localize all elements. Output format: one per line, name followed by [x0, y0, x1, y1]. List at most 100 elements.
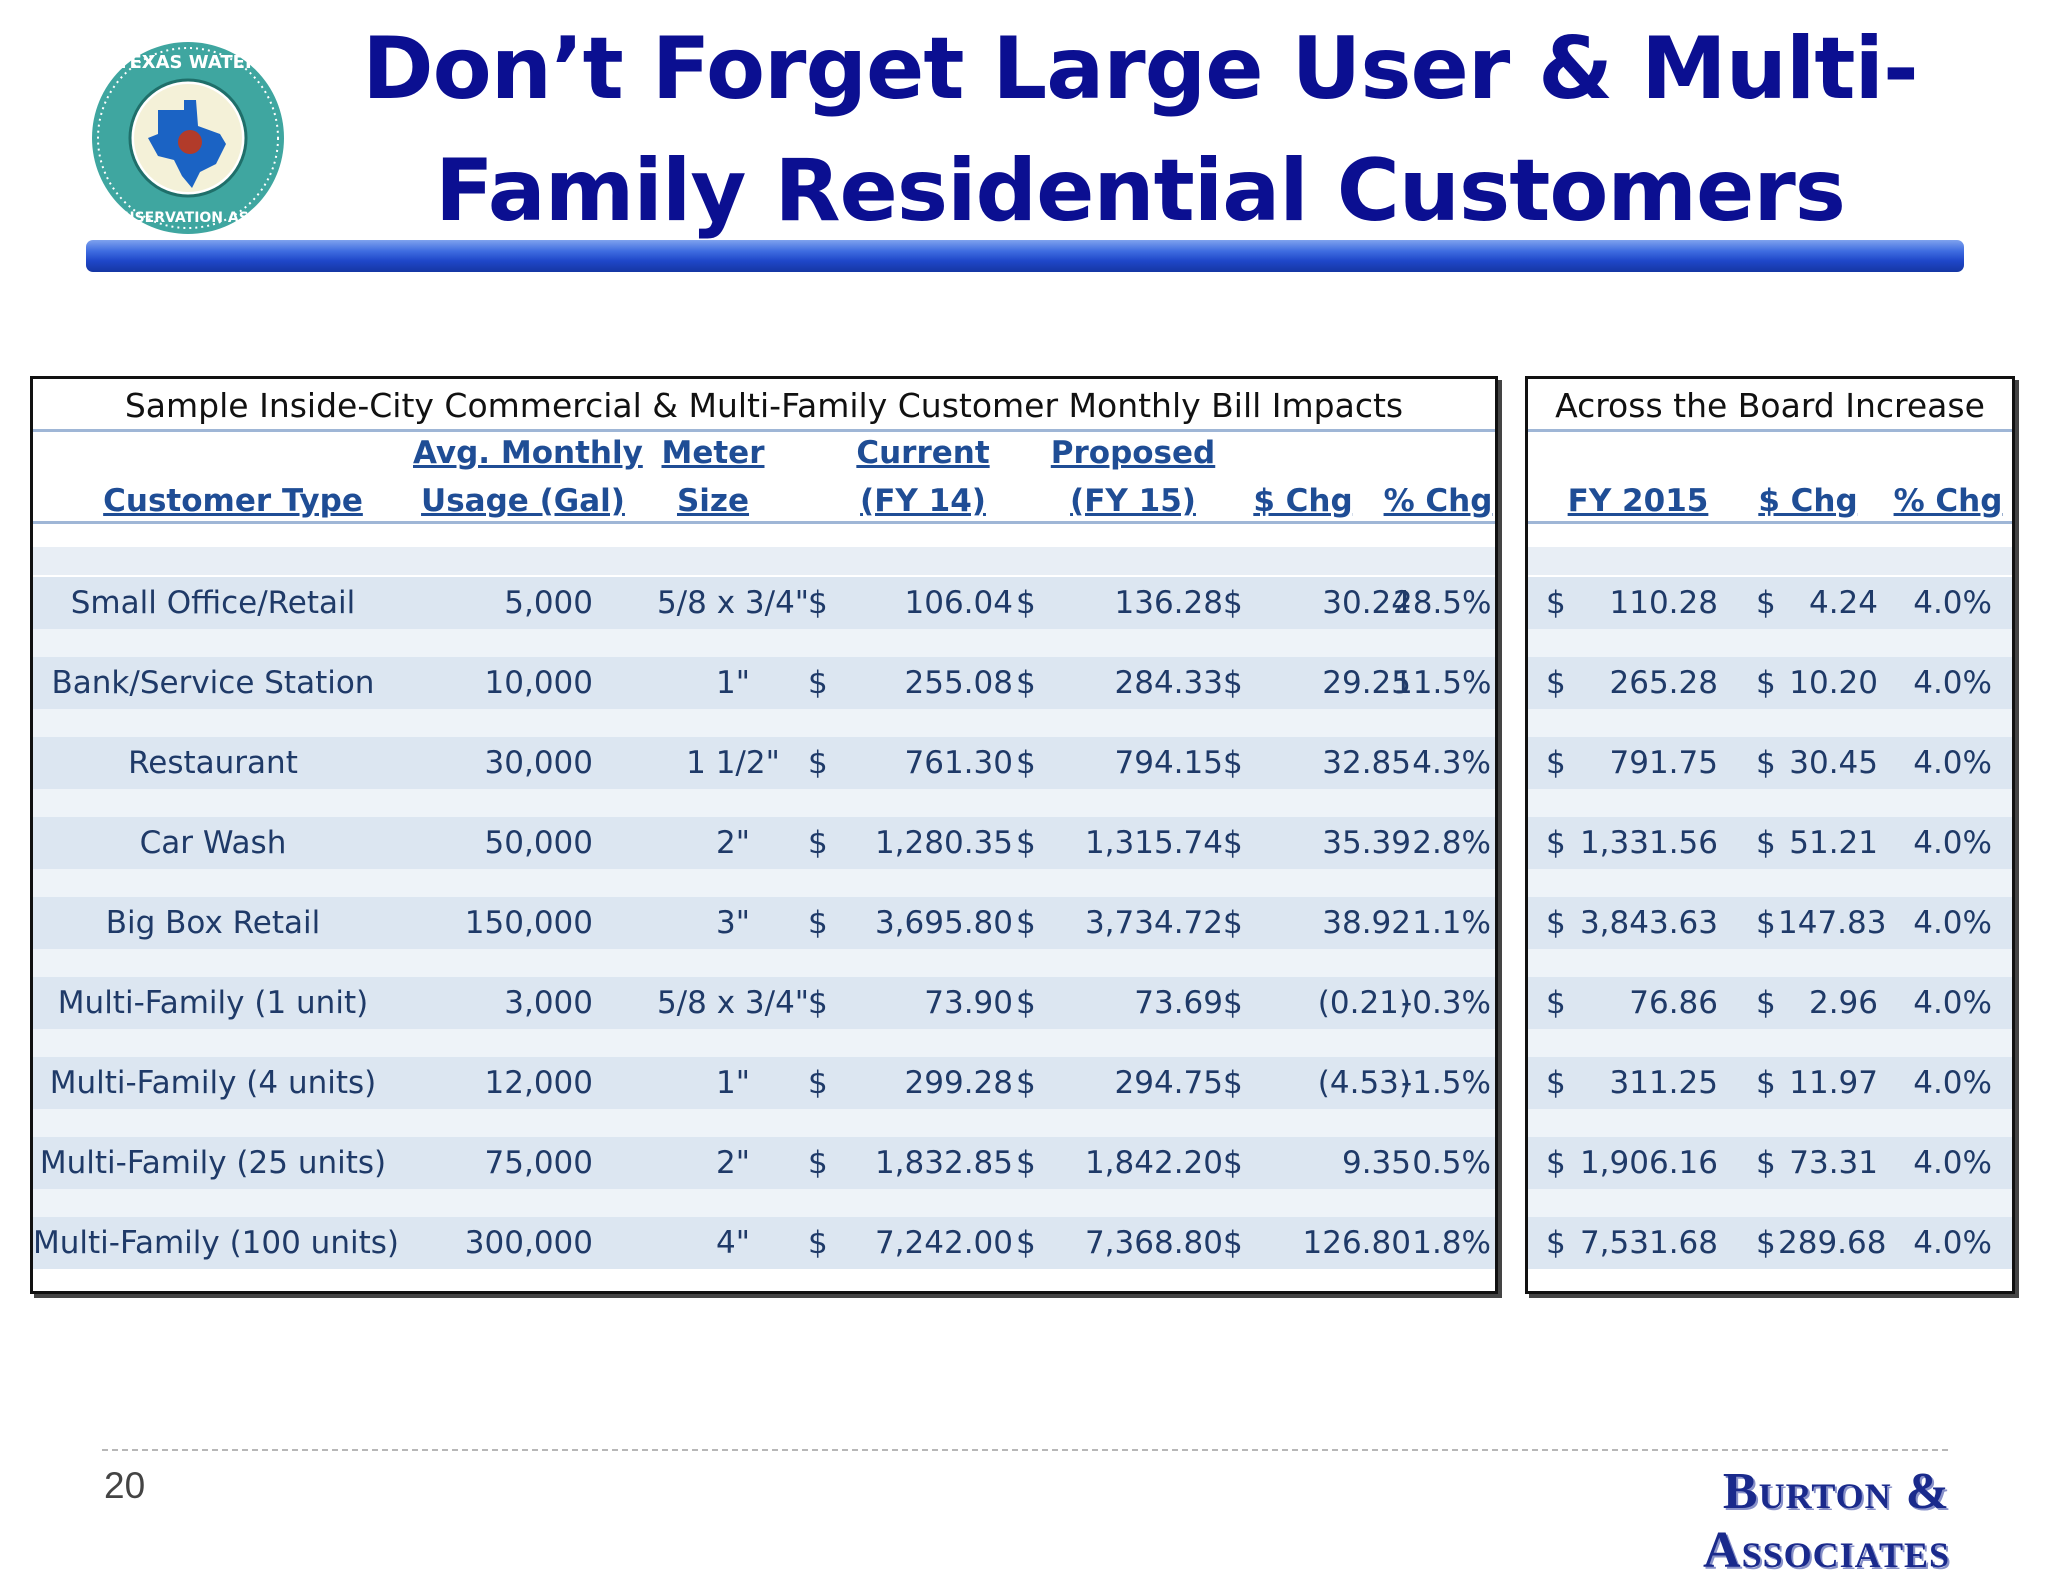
header-right-dollar-change: $ Chg [1758, 483, 1858, 519]
cell-right-percent-change: 4.0% [1913, 905, 1992, 941]
currency-symbol: $ [1546, 1065, 1566, 1101]
cell-fy2015-bill: 265.28 [1609, 665, 1718, 701]
cell-dollar-change: 30.24 [1322, 585, 1411, 621]
currency-symbol: $ [1223, 1225, 1243, 1261]
cell-right-dollar-change: 11.97 [1789, 1065, 1878, 1101]
cell-percent-change: 2.8% [1412, 825, 1491, 861]
cell-right-dollar-change: 147.83 [1778, 905, 1887, 941]
currency-symbol: $ [1756, 825, 1776, 861]
currency-symbol: $ [1016, 665, 1036, 701]
cell-percent-change: 1.8% [1412, 1225, 1491, 1261]
row-gap-band [1528, 949, 2012, 977]
table-row-band [33, 577, 1495, 629]
header-customer-type: Customer Type [103, 483, 363, 519]
currency-symbol: $ [1756, 745, 1776, 781]
table-row-band [1528, 577, 2012, 629]
cell-current-bill: 761.30 [904, 745, 1013, 781]
currency-symbol: $ [808, 665, 828, 701]
page-number: 20 [104, 1465, 146, 1506]
cell-meter-size: 5/8 x 3/4" [656, 585, 810, 621]
row-gap-band [33, 789, 1495, 817]
currency-symbol: $ [1546, 985, 1566, 1021]
cell-percent-change: -0.3% [1401, 985, 1491, 1021]
cell-percent-change: 28.5% [1393, 585, 1492, 621]
cell-proposed-bill: 1,842.20 [1084, 1145, 1223, 1181]
currency-symbol: $ [1016, 1065, 1036, 1101]
currency-symbol: $ [808, 1065, 828, 1101]
cell-fy2015-bill: 3,843.63 [1579, 905, 1718, 941]
cell-right-dollar-change: 289.68 [1778, 1225, 1887, 1261]
across-board-table: Across the Board Increase FY 2015 $ Chg … [1525, 376, 2015, 1294]
cell-usage: 5,000 [504, 585, 593, 621]
row-gap-band [1528, 1189, 2012, 1217]
cell-right-dollar-change: 30.45 [1789, 745, 1878, 781]
cell-usage: 75,000 [484, 1145, 593, 1181]
cell-right-percent-change: 4.0% [1913, 825, 1992, 861]
right-header-divider [1528, 521, 2012, 524]
cell-meter-size: 1" [716, 665, 750, 701]
cell-dollar-change: (0.21) [1317, 985, 1411, 1021]
table-row-band [33, 737, 1495, 789]
cell-customer-type: Big Box Retail [105, 905, 321, 941]
cell-customer-type: Restaurant [128, 745, 298, 781]
row-gap-band [33, 1109, 1495, 1137]
table-row-band [1528, 817, 2012, 869]
cell-percent-change: -1.5% [1401, 1065, 1491, 1101]
cell-customer-type: Car Wash [139, 825, 287, 861]
currency-symbol: $ [1223, 1065, 1243, 1101]
cell-proposed-bill: 73.69 [1134, 985, 1223, 1021]
cell-current-bill: 1,280.35 [874, 825, 1013, 861]
table-row-band [33, 977, 1495, 1029]
table-row-band [33, 897, 1495, 949]
cell-meter-size: 3" [716, 905, 750, 941]
header-usage-line1: Avg. Monthly [413, 435, 643, 471]
cell-usage: 12,000 [484, 1065, 593, 1101]
slide-title-line-1: Don’t Forget Large User & Multi- [362, 19, 1918, 119]
currency-symbol: $ [1546, 825, 1566, 861]
cell-fy2015-bill: 311.25 [1609, 1065, 1718, 1101]
currency-symbol: $ [808, 825, 828, 861]
currency-symbol: $ [1546, 665, 1566, 701]
currency-symbol: $ [1016, 1145, 1036, 1181]
cell-fy2015-bill: 110.28 [1609, 585, 1718, 621]
cell-percent-change: 1.1% [1412, 905, 1491, 941]
row-gap-band [1528, 1109, 2012, 1137]
texas-water-conservation-seal-icon: TEXAS WATER CONSERVATION ASSN. [92, 42, 284, 234]
cell-right-percent-change: 4.0% [1913, 1145, 1992, 1181]
currency-symbol: $ [1546, 745, 1566, 781]
cell-dollar-change: 126.80 [1302, 1225, 1411, 1261]
currency-symbol: $ [1016, 825, 1036, 861]
row-gap-band [1528, 629, 2012, 657]
cell-dollar-change: 32.85 [1322, 745, 1411, 781]
header-dollar-change: $ Chg [1253, 483, 1353, 519]
brand-logo: Burton & Associates [1703, 1463, 1950, 1579]
table-row-band [1528, 897, 2012, 949]
cell-customer-type: Bank/Service Station [51, 665, 375, 701]
cell-usage: 10,000 [484, 665, 593, 701]
row-gap-band [1528, 709, 2012, 737]
row-gap-band [1528, 869, 2012, 897]
cell-dollar-change: 35.39 [1322, 825, 1411, 861]
currency-symbol: $ [1756, 585, 1776, 621]
cell-proposed-bill: 3,734.72 [1084, 905, 1223, 941]
cell-usage: 3,000 [504, 985, 593, 1021]
table-row-band [33, 1057, 1495, 1109]
cell-proposed-bill: 1,315.74 [1084, 825, 1223, 861]
table-row-band [1528, 977, 2012, 1029]
row-gap-band [33, 949, 1495, 977]
currency-symbol: $ [808, 1225, 828, 1261]
header-proposed-line2: (FY 15) [1070, 483, 1196, 519]
cell-right-percent-change: 4.0% [1913, 1225, 1992, 1261]
cell-right-dollar-change: 4.24 [1808, 585, 1878, 621]
row-gap-band [33, 869, 1495, 897]
cell-right-percent-change: 4.0% [1913, 665, 1992, 701]
cell-proposed-bill: 794.15 [1114, 745, 1223, 781]
currency-symbol: $ [808, 905, 828, 941]
cell-usage: 50,000 [484, 825, 593, 861]
svg-text:CONSERVATION ASSN.: CONSERVATION ASSN. [101, 210, 276, 226]
currency-symbol: $ [808, 985, 828, 1021]
currency-symbol: $ [1016, 985, 1036, 1021]
cell-current-bill: 106.04 [904, 585, 1013, 621]
cell-right-dollar-change: 73.31 [1789, 1145, 1878, 1181]
cell-customer-type: Multi-Family (4 units) [49, 1065, 377, 1101]
